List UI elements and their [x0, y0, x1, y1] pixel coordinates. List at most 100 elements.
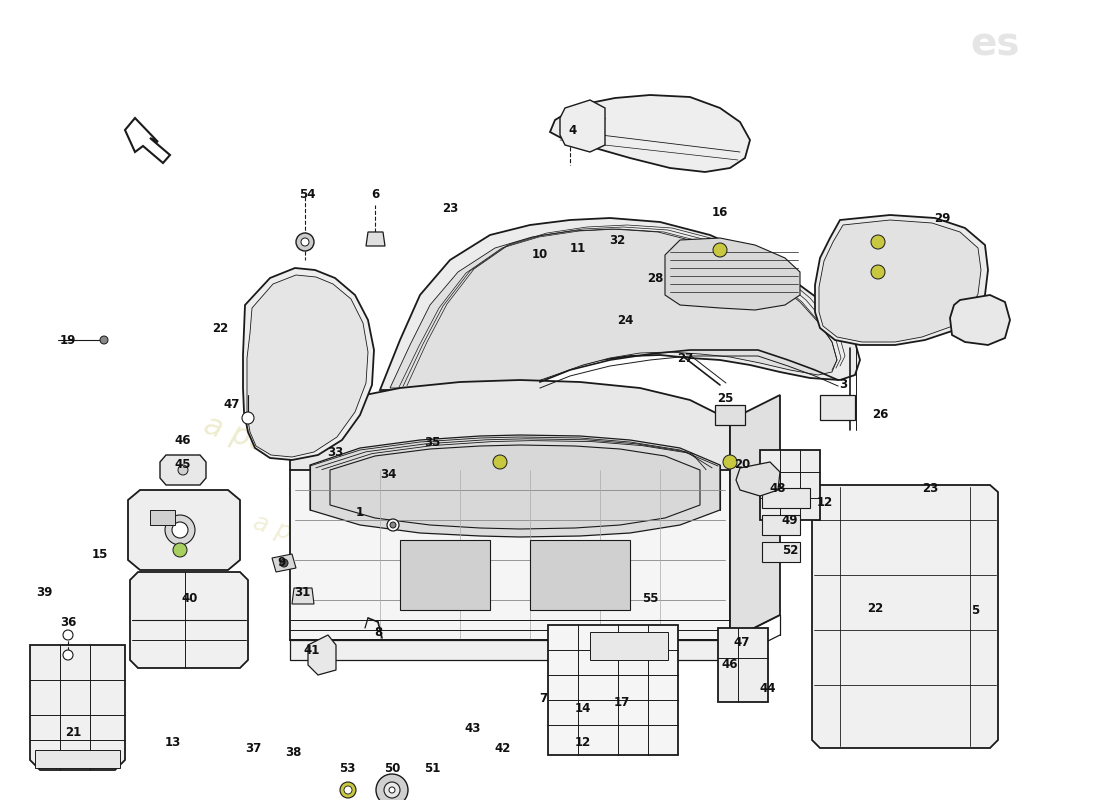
Polygon shape — [812, 485, 998, 748]
Polygon shape — [590, 632, 668, 660]
Polygon shape — [820, 395, 855, 420]
Circle shape — [100, 336, 108, 344]
Polygon shape — [550, 95, 750, 172]
Circle shape — [172, 522, 188, 538]
Polygon shape — [35, 750, 120, 768]
Polygon shape — [292, 588, 313, 604]
Polygon shape — [379, 218, 860, 395]
Text: 48: 48 — [770, 482, 786, 494]
Circle shape — [173, 543, 187, 557]
Text: 49: 49 — [782, 514, 799, 527]
Text: 47: 47 — [223, 398, 240, 411]
Circle shape — [340, 782, 356, 798]
Circle shape — [296, 233, 314, 251]
Text: 37: 37 — [245, 742, 261, 754]
Text: 35: 35 — [424, 435, 440, 449]
Polygon shape — [400, 540, 490, 610]
Text: 34: 34 — [379, 469, 396, 482]
Text: 50: 50 — [384, 762, 400, 774]
Text: 7: 7 — [539, 691, 547, 705]
Polygon shape — [718, 628, 768, 702]
Circle shape — [384, 782, 400, 798]
Circle shape — [165, 515, 195, 545]
Text: 21: 21 — [65, 726, 81, 738]
Text: 36: 36 — [59, 615, 76, 629]
Polygon shape — [290, 380, 730, 508]
Polygon shape — [560, 100, 605, 152]
Polygon shape — [820, 220, 981, 342]
Text: 52: 52 — [782, 543, 799, 557]
Text: 54: 54 — [299, 189, 316, 202]
Text: 11: 11 — [570, 242, 586, 254]
Polygon shape — [130, 572, 248, 668]
Text: 22: 22 — [867, 602, 883, 614]
Polygon shape — [390, 229, 837, 393]
Polygon shape — [950, 295, 1010, 345]
Text: a passion for parts: a passion for parts — [200, 410, 480, 526]
Text: 12: 12 — [817, 495, 833, 509]
Polygon shape — [366, 232, 385, 246]
Polygon shape — [715, 405, 745, 425]
Text: 17: 17 — [614, 697, 630, 710]
Text: 40: 40 — [182, 591, 198, 605]
Polygon shape — [762, 515, 800, 535]
Polygon shape — [310, 435, 720, 537]
Text: 1: 1 — [356, 506, 364, 519]
Text: es: es — [970, 25, 1020, 63]
Polygon shape — [815, 215, 988, 345]
Polygon shape — [150, 510, 175, 525]
Polygon shape — [760, 450, 820, 520]
Polygon shape — [160, 455, 206, 485]
Text: 6: 6 — [371, 189, 380, 202]
Text: 32: 32 — [609, 234, 625, 246]
Text: 45: 45 — [175, 458, 191, 471]
Polygon shape — [762, 488, 810, 508]
Circle shape — [280, 559, 288, 567]
Polygon shape — [548, 625, 678, 755]
Circle shape — [390, 522, 396, 528]
Text: 46: 46 — [722, 658, 738, 671]
Text: 53: 53 — [339, 762, 355, 774]
Text: 29: 29 — [934, 211, 950, 225]
Text: 38: 38 — [285, 746, 301, 759]
Circle shape — [376, 774, 408, 800]
Text: 55: 55 — [641, 591, 658, 605]
Text: 28: 28 — [647, 271, 663, 285]
Text: 22: 22 — [212, 322, 228, 334]
Circle shape — [871, 235, 886, 249]
Text: 19: 19 — [59, 334, 76, 346]
Polygon shape — [128, 490, 240, 570]
Text: 46: 46 — [175, 434, 191, 446]
Circle shape — [178, 465, 188, 475]
Polygon shape — [248, 275, 368, 457]
Text: 13: 13 — [165, 735, 182, 749]
Circle shape — [871, 265, 886, 279]
Text: 16: 16 — [712, 206, 728, 219]
Polygon shape — [272, 554, 296, 572]
Circle shape — [723, 455, 737, 469]
Text: 33: 33 — [327, 446, 343, 458]
Polygon shape — [308, 635, 336, 675]
Circle shape — [63, 650, 73, 660]
Text: 10: 10 — [532, 249, 548, 262]
Text: 39: 39 — [36, 586, 52, 598]
Circle shape — [301, 238, 309, 246]
Circle shape — [242, 412, 254, 424]
Polygon shape — [330, 445, 700, 529]
Circle shape — [493, 455, 507, 469]
Text: 9: 9 — [278, 555, 286, 569]
Text: 42: 42 — [495, 742, 512, 754]
Text: 23: 23 — [442, 202, 458, 214]
Circle shape — [344, 786, 352, 794]
Polygon shape — [730, 395, 780, 640]
Polygon shape — [736, 462, 780, 496]
Text: 23: 23 — [922, 482, 938, 494]
Polygon shape — [290, 640, 730, 660]
Text: 20: 20 — [734, 458, 750, 471]
Text: a passion for parts: a passion for parts — [250, 510, 480, 605]
Polygon shape — [125, 118, 170, 163]
Polygon shape — [762, 542, 800, 562]
Polygon shape — [290, 470, 730, 640]
Text: 51: 51 — [424, 762, 440, 774]
Text: 41: 41 — [304, 643, 320, 657]
